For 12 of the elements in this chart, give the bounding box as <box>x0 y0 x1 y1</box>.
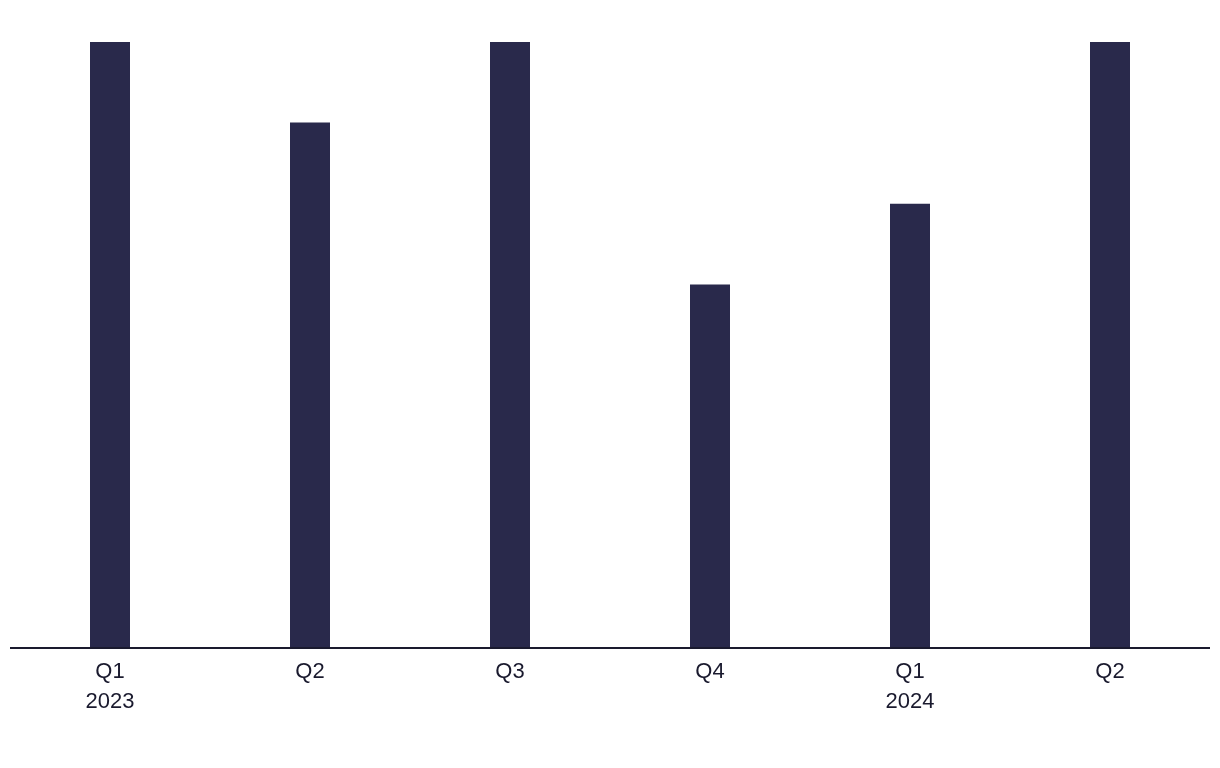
x-tick-label: Q1 2023 <box>85 658 135 713</box>
x-tick-label: Q2 <box>1095 658 1125 683</box>
x-tick-label: Q1 2024 <box>885 658 935 713</box>
bar <box>1090 42 1130 648</box>
bar <box>90 42 130 648</box>
x-tick-label: Q3 <box>495 658 525 683</box>
bar <box>690 284 730 648</box>
bar <box>290 122 330 648</box>
bar <box>890 203 930 648</box>
x-tick-label: Q2 <box>295 658 325 683</box>
x-tick-label: Q4 <box>695 658 725 683</box>
bar <box>490 42 530 648</box>
